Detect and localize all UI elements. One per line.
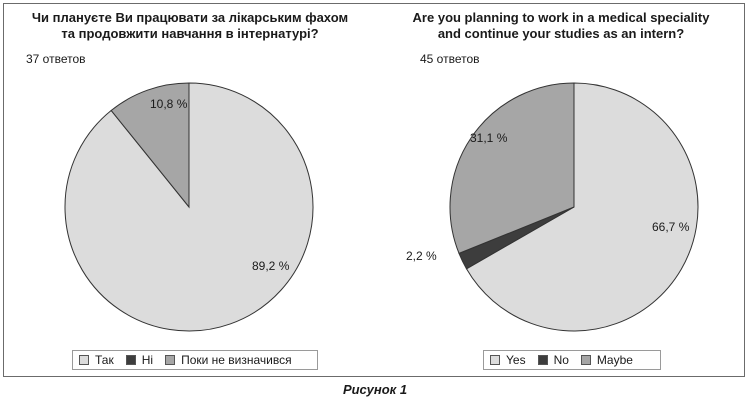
chart-panel-english: Are you planning to work in a medical sp… (376, 4, 746, 376)
legend-swatch (537, 355, 548, 365)
figure-frame: Чи плануєте Ви працювати за лікарським ф… (3, 3, 745, 377)
legend-label: No (553, 353, 569, 367)
chart-title-line-2: and continue your studies as an intern? (437, 26, 685, 41)
legend-label: Yes (506, 353, 526, 367)
slice-label: 66,7 % (652, 220, 690, 234)
slice-label: 31,1 % (470, 131, 508, 145)
chart-title-line-1: Are you planning to work in a medical sp… (412, 10, 710, 25)
legend-swatch (490, 355, 500, 365)
slice-label: 10,8 % (150, 97, 188, 111)
chart-title-line-2: та продовжити навчання в інтернатурі? (61, 26, 319, 41)
chart-title: Чи плануєте Ви працювати за лікарським ф… (4, 10, 376, 42)
pie-slice-maybe (449, 82, 575, 255)
legend-item: Так (79, 353, 114, 367)
legend-swatch (580, 355, 591, 365)
chart-legend: Yes No Maybe (483, 350, 661, 370)
legend-item: Maybe (580, 353, 633, 367)
legend-swatch (79, 355, 89, 365)
slice-label: 2,2 % (406, 249, 437, 263)
pie-slice-yes (465, 82, 699, 332)
legend-item: Ні (125, 353, 154, 367)
legend-label: Maybe (596, 353, 633, 367)
response-count: 45 ответов (420, 52, 480, 66)
figure-caption: Рисунок 1 (342, 382, 408, 397)
legend-item: Yes (490, 353, 526, 367)
legend-label: Ні (141, 353, 154, 367)
chart-panel-ukrainian: Чи плануєте Ви працювати за лікарським ф… (4, 4, 376, 376)
pie-chart: 89,2 % 10,8 % (64, 82, 314, 332)
legend-swatch (125, 355, 136, 365)
legend-label: Поки не визначився (181, 353, 292, 367)
legend-item: No (537, 353, 569, 367)
legend-label: Так (95, 353, 114, 367)
chart-legend: Так Ні Поки не визначився (72, 350, 318, 370)
legend-item: Поки не визначився (165, 353, 292, 367)
pie-slice-поки-не-визначився (110, 82, 190, 209)
legend-swatch (165, 355, 176, 365)
pie-chart: 66,7 % 2,2 % 31,1 % (406, 82, 699, 332)
slice-label: 89,2 % (252, 259, 290, 273)
chart-title: Are you planning to work in a medical sp… (376, 10, 746, 42)
chart-title-line-1: Чи плануєте Ви працювати за лікарським ф… (31, 10, 349, 25)
response-count: 37 ответов (26, 52, 86, 66)
